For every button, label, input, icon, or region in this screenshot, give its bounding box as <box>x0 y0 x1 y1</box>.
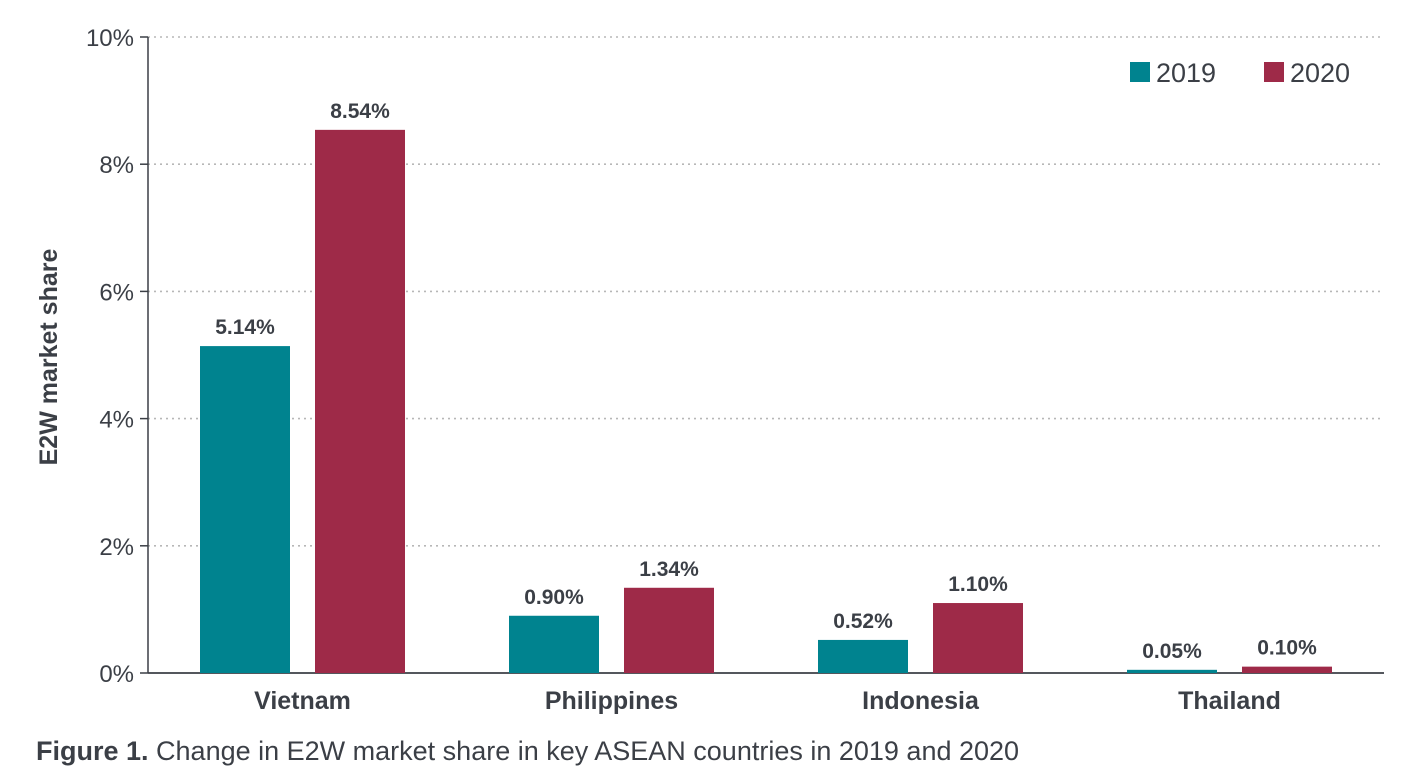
x-tick-label: Indonesia <box>862 687 980 715</box>
legend-label: 2019 <box>1156 58 1216 88</box>
y-tick-label: 4% <box>99 407 134 434</box>
data-label: 0.90% <box>524 586 584 609</box>
bar-2020-indonesia <box>933 603 1023 673</box>
legend-swatch <box>1264 62 1284 82</box>
y-tick-label: 0% <box>99 661 134 688</box>
data-label: 8.54% <box>330 100 390 123</box>
bar-2020-thailand <box>1242 666 1332 673</box>
data-label: 5.14% <box>215 316 275 339</box>
legend-label: 2020 <box>1290 58 1350 88</box>
bar-2019-philippines <box>509 615 599 673</box>
data-label: 0.10% <box>1257 637 1317 660</box>
legend: 2019 2020 <box>1130 58 1350 88</box>
data-label: 0.52% <box>833 610 893 633</box>
bars <box>200 129 1332 673</box>
y-tick-label: 2% <box>99 534 134 561</box>
bar-chart: 0% 2% 4% 6% 8% 10% Vietnam Philippines Indonesia… <box>35 25 1384 715</box>
x-tick-label: Thailand <box>1178 687 1281 715</box>
x-tick-label: Vietnam <box>254 687 351 715</box>
figure-caption: Figure 1. Change in E2W market share in … <box>36 736 1019 767</box>
axes: 0% 2% 4% 6% 8% 10% Vietnam Philippines Indonesia… <box>86 25 1384 715</box>
data-labels: 5.14% 8.54% 0.90% 1.34% 0.52% 1.10% 0.05% 0.10% <box>215 100 1317 663</box>
data-label: 1.34% <box>639 558 699 581</box>
x-tick-label: Philippines <box>545 687 678 715</box>
legend-swatch <box>1130 62 1150 82</box>
y-axis-label: E2W market share <box>35 249 63 466</box>
bar-2020-philippines <box>624 587 714 673</box>
caption-figure-number: Figure 1. <box>36 736 149 766</box>
bar-2020-vietnam <box>315 129 405 673</box>
y-tick-label: 8% <box>99 152 134 179</box>
bar-2019-vietnam <box>200 346 290 673</box>
y-tick-label: 10% <box>86 25 134 52</box>
data-label: 0.05% <box>1142 640 1202 663</box>
bar-2019-thailand <box>1127 669 1217 673</box>
data-label: 1.10% <box>948 573 1008 596</box>
caption-text: Change in E2W market share in key ASEAN … <box>156 736 1020 766</box>
y-tick-label: 6% <box>99 279 134 306</box>
bar-2019-indonesia <box>818 639 908 673</box>
